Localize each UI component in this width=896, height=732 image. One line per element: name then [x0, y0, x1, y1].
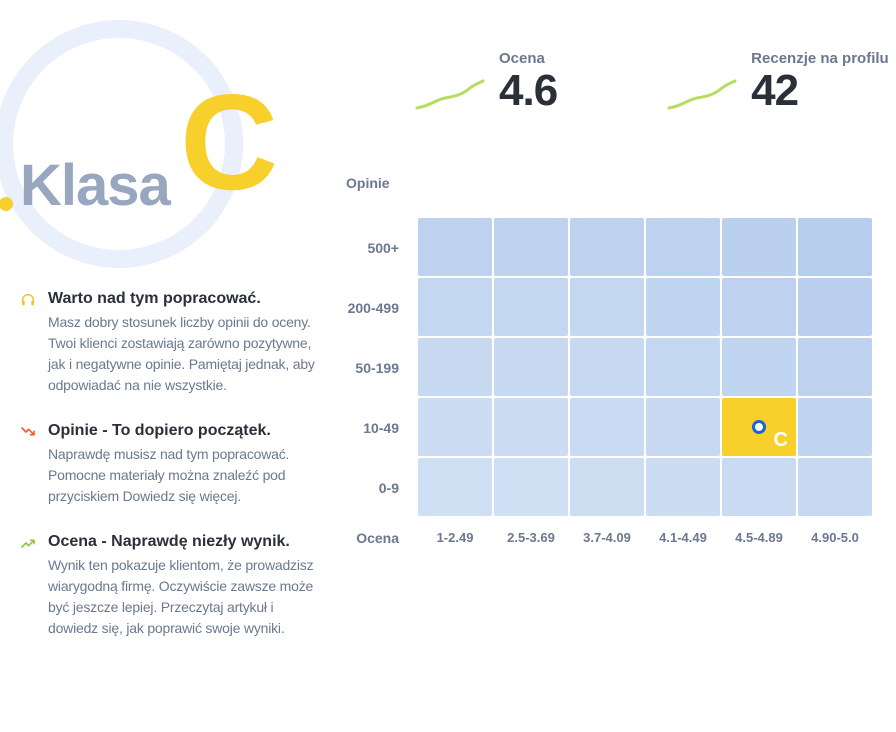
stat-reviews-label: Recenzje na profilu [751, 50, 889, 67]
heatmap-cell [722, 338, 796, 396]
heatmap-cell [570, 218, 644, 276]
sparkline-icon [415, 77, 485, 113]
tips-list: Warto nad tym popracować. Masz dobry stos… [20, 290, 325, 665]
heatmap-cell [798, 278, 872, 336]
tip-title: Ocena - Naprawdę niezły wynik. [48, 533, 325, 551]
headphones-icon [20, 292, 36, 308]
heatmap-col-label: 4.5-4.89 [722, 530, 796, 545]
heatmap-cell [570, 338, 644, 396]
stats-row: Ocena 4.6 Recenzje na profilu 42 [415, 50, 889, 113]
tip-item: Ocena - Naprawdę niezły wynik. Wynik ten … [20, 533, 325, 639]
heatmap-cell [722, 458, 796, 516]
heatmap-x-axis-label: Ocena [329, 530, 411, 546]
stat-reviews: Recenzje na profilu 42 [667, 50, 889, 113]
heatmap-cell [798, 458, 872, 516]
heatmap-cell [494, 278, 568, 336]
heatmap-cell [646, 278, 720, 336]
heatmap-cell [418, 458, 492, 516]
heatmap-cell [798, 338, 872, 396]
heatmap-col-label: 4.90-5.0 [798, 530, 872, 545]
tip-text: Naprawdę musisz nad tym popracować. Pomo… [48, 444, 325, 507]
badge-label: Klasa [20, 152, 170, 219]
heatmap-y-axis-label: Opinie [346, 175, 390, 191]
heatmap-col-labels: 1-2.492.5-3.693.7-4.094.1-4.494.5-4.894.… [418, 530, 872, 545]
tip-item: Warto nad tym popracować. Masz dobry stos… [20, 290, 325, 396]
heatmap-row-label: 10-49 [329, 398, 411, 458]
heatmap-cell [418, 278, 492, 336]
heatmap-row-label: 200-499 [329, 278, 411, 338]
badge-text: Klasa C [20, 152, 170, 219]
heatmap-marker-letter: C [774, 429, 788, 452]
class-badge: Klasa C [0, 20, 300, 270]
heatmap-row-label: 0-9 [329, 458, 411, 518]
stat-rating-label: Ocena [499, 50, 557, 67]
heatmap-grid: C [418, 218, 872, 516]
heatmap-cell [646, 398, 720, 456]
heatmap-cell [646, 458, 720, 516]
heatmap-cell [494, 218, 568, 276]
tip-text: Masz dobry stosunek liczby opinii do oce… [48, 312, 325, 396]
heatmap-cell [494, 458, 568, 516]
tip-item: Opinie - To dopiero początek. Naprawdę mu… [20, 422, 325, 507]
heatmap-col-label: 4.1-4.49 [646, 530, 720, 545]
heatmap-row-labels: 500+200-49950-19910-490-9 [329, 218, 411, 518]
heatmap-cell [570, 278, 644, 336]
heatmap-cell [646, 218, 720, 276]
tip-title: Opinie - To dopiero początek. [48, 422, 325, 440]
heatmap-cell [646, 338, 720, 396]
heatmap-cell [418, 338, 492, 396]
stat-rating: Ocena 4.6 [415, 50, 557, 113]
heatmap-cell: C [722, 398, 796, 456]
heatmap-col-label: 2.5-3.69 [494, 530, 568, 545]
badge-dot [0, 197, 13, 211]
stat-reviews-value: 42 [751, 69, 889, 113]
tip-title: Warto nad tym popracować. [48, 290, 325, 308]
stat-rating-value: 4.6 [499, 69, 557, 113]
heatmap-cell [494, 398, 568, 456]
heatmap-cell [418, 218, 492, 276]
trend-up-icon [20, 535, 36, 551]
heatmap-cell [570, 398, 644, 456]
heatmap-cell [722, 278, 796, 336]
heatmap-col-label: 3.7-4.09 [570, 530, 644, 545]
heatmap-cell [798, 398, 872, 456]
heatmap-cell [798, 218, 872, 276]
heatmap-cell [494, 338, 568, 396]
heatmap-row-label: 50-199 [329, 338, 411, 398]
badge-grade: C [180, 88, 274, 197]
heatmap-row-label: 500+ [329, 218, 411, 278]
trend-down-icon [20, 424, 36, 440]
heatmap-cell [418, 398, 492, 456]
sparkline-icon [667, 77, 737, 113]
tip-text: Wynik ten pokazuje klientom, że prowadzi… [48, 555, 325, 639]
heatmap-cell [722, 218, 796, 276]
heatmap-col-label: 1-2.49 [418, 530, 492, 545]
heatmap-cell [570, 458, 644, 516]
heatmap-marker-dot [752, 420, 766, 434]
